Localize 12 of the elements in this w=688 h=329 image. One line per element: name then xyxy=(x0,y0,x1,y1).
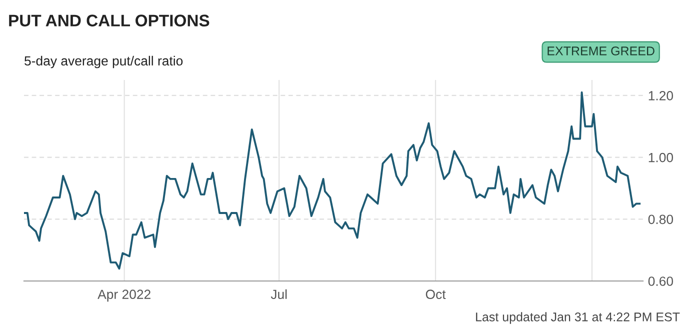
y-tick-label: 1.00 xyxy=(648,152,674,162)
text: Last updated Jan 31 at 4:22 PM EST xyxy=(476,312,680,324)
chart-title: PUT AND CALL OPTIONS xyxy=(9,14,210,26)
text: EXTREME GREED xyxy=(548,46,654,56)
y-tick-label: 0.60 xyxy=(648,276,674,286)
x-tick-label: Oct xyxy=(426,290,446,300)
line-series xyxy=(24,91,641,270)
chart-subtitle: 5-day average put/call ratio xyxy=(24,56,183,68)
x-tick-label: Jul xyxy=(270,289,287,300)
y-tick-label: 0.80 xyxy=(648,214,674,224)
y-tick-label: 1.20 xyxy=(648,91,674,100)
x-tick-label: Apr 2022 xyxy=(98,290,150,302)
